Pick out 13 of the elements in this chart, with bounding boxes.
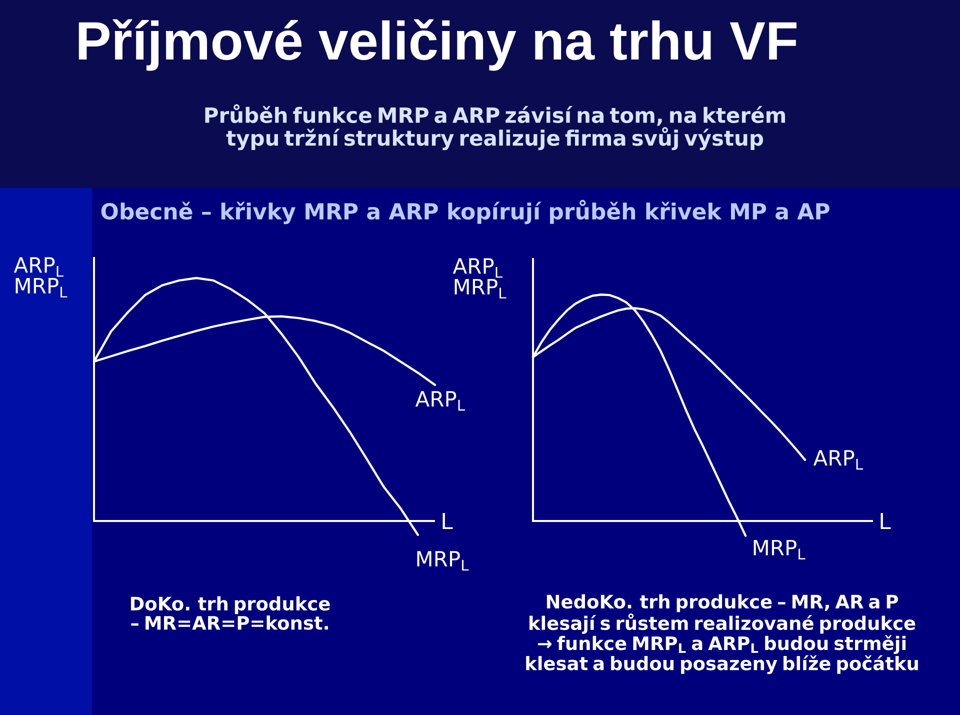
- x-axis-title: L: [880, 512, 891, 530]
- text: Obecně – křivky MRP a ARP kopírují průběh křivek MP a AP: [101, 200, 830, 224]
- text: NedoKo. trh produkce – MR, AR a P klesají s růstem realizované produkce → funkce MRP$_{L}$ a ARP$_{L}$ budou strměji klesat a budou posazeny blíže počátku: [526, 594, 918, 674]
- series-label: ARP$_{L}$: [813, 450, 864, 470]
- series-label: ARP$_{L}$: [415, 391, 465, 411]
- series-label: MRP$_{L}$: [417, 551, 469, 571]
- y-axis-title: ARP$_{L}$ MRP$_{L}$: [14, 257, 68, 298]
- chart-title: Příjmové veličiny na trhu VF: [78, 19, 797, 71]
- text: Průběh funkce MRP a ARP závisí na tom, na kterém typu tržní struktury realizuje firma svůj výstup: [205, 104, 786, 150]
- text: DoKo. trh produkce – MR=AR=P=konst.: [130, 596, 330, 630]
- y-axis-title: ARP$_{L}$ MRP$_{L}$: [452, 258, 506, 298]
- x-axis-title: L: [442, 512, 453, 530]
- series-label: MRP$_{L}$: [754, 540, 806, 560]
